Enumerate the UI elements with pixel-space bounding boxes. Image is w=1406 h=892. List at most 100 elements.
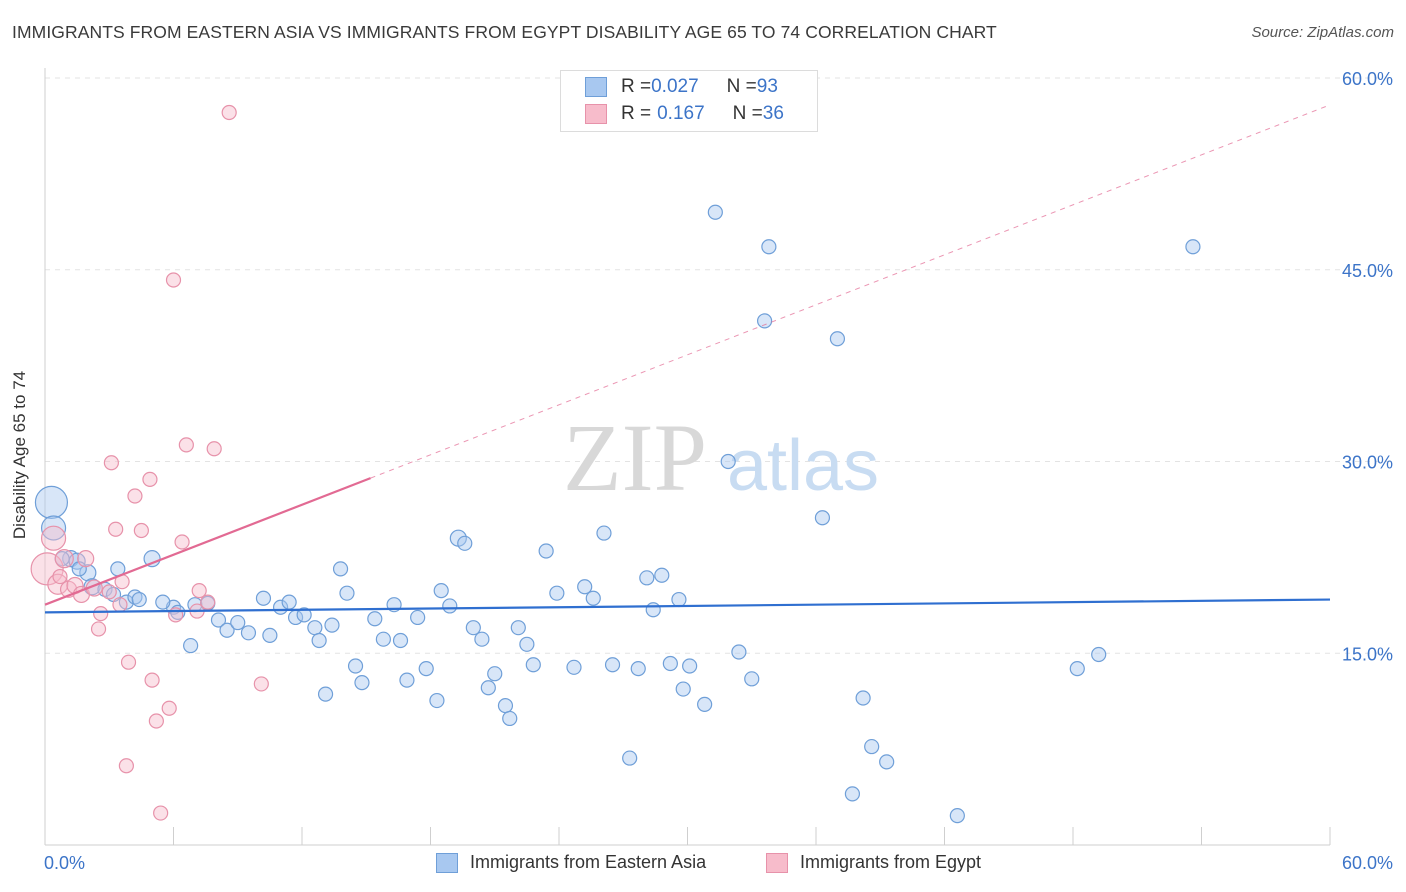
data-point (549, 585, 565, 601)
data-point (864, 738, 880, 755)
data-point (332, 561, 349, 577)
bottom-legend-label: Immigrants from Eastern Asia (470, 852, 707, 872)
data-point (671, 591, 687, 608)
data-point (144, 672, 160, 688)
legend-swatch-eastern-asia (585, 77, 607, 97)
legend-n-label: N = (726, 76, 757, 97)
y-tick-label: 60.0% (1342, 69, 1393, 89)
legend-row-egypt: R = 0.167 N = 36 (585, 102, 784, 126)
data-point (707, 204, 723, 220)
data-point (844, 786, 861, 802)
legend: R = 0.027 N = 93 R = 0.167 N = 36 (560, 70, 818, 132)
data-point (639, 570, 655, 586)
chart-title: IMMIGRANTS FROM EASTERN ASIA VS IMMIGRAN… (12, 22, 997, 42)
data-point (1091, 646, 1107, 663)
data-point (519, 636, 535, 652)
data-point (879, 754, 895, 770)
bottom-legend-swatch-egypt (766, 852, 788, 873)
legend-n-value: 36 (762, 103, 784, 124)
legend-row-eastern-asia: R = 0.027 N = 93 (585, 75, 778, 99)
data-point (731, 644, 747, 660)
data-point (622, 750, 638, 766)
data-point (474, 631, 490, 647)
data-point (1069, 660, 1085, 677)
data-point (40, 525, 67, 551)
data-point (307, 620, 323, 636)
legend-n-label: N = (732, 103, 763, 124)
data-point (155, 594, 171, 610)
data-point (577, 579, 593, 595)
data-point (510, 620, 526, 636)
bottom-legend: Immigrants from Eastern Asia Immigrants … (0, 852, 1406, 878)
series-layer (30, 104, 1201, 824)
data-point (697, 696, 713, 712)
y-tick-label: 30.0% (1342, 453, 1393, 473)
data-point (596, 525, 612, 541)
data-point (347, 658, 364, 674)
data-point (375, 631, 391, 647)
data-point (761, 239, 777, 255)
data-point (262, 627, 278, 643)
data-point (433, 583, 449, 599)
data-point (174, 534, 190, 550)
data-point (585, 590, 601, 606)
data-point (654, 567, 670, 583)
data-point (317, 686, 334, 702)
data-point (40, 515, 67, 541)
data-point (210, 612, 227, 628)
data-point (682, 658, 698, 674)
data-point (131, 591, 147, 608)
legend-r-value: 0.027 (651, 76, 699, 97)
data-point (148, 713, 164, 729)
data-point (170, 604, 186, 620)
data-point (77, 550, 95, 568)
data-point (71, 561, 87, 577)
legend-n-value: 93 (756, 76, 778, 97)
data-point (418, 660, 434, 677)
legend-r-label: R = (621, 103, 652, 124)
data-point (296, 607, 312, 623)
data-point (133, 522, 149, 539)
bottom-legend-eastern-asia[interactable]: Immigrants from Eastern Asia (436, 852, 706, 873)
tick-labels: 15.0% 30.0% 45.0% 60.0% 0.0% 60.0% (44, 69, 1393, 873)
data-point (339, 585, 355, 601)
data-point (675, 681, 691, 697)
data-point (566, 659, 582, 675)
data-point (34, 485, 69, 520)
data-point (281, 594, 297, 610)
y-tick-label: 15.0% (1342, 644, 1393, 664)
trend-line-eastern-asia (44, 598, 1331, 614)
x-tick-label: 60.0% (1342, 853, 1393, 873)
data-point (219, 622, 235, 638)
trend-layer (44, 104, 1331, 614)
data-point (538, 543, 554, 559)
watermark: ZIP atlas (563, 404, 879, 511)
data-point (200, 594, 216, 610)
bottom-legend-egypt[interactable]: Immigrants from Egypt (766, 852, 981, 873)
data-point (487, 666, 503, 682)
data-point (101, 584, 117, 600)
data-point (814, 510, 831, 526)
data-point (103, 455, 119, 471)
data-point (54, 549, 74, 569)
legend-swatch-egypt (585, 104, 607, 124)
data-point (120, 654, 137, 670)
data-point (191, 583, 207, 599)
bottom-legend-swatch-eastern-asia (436, 852, 458, 873)
bottom-legend-label: Immigrants from Egypt (800, 852, 982, 872)
x-tick-label: 0.0% (44, 853, 85, 873)
series-eastern-asia (34, 204, 1201, 824)
data-point (604, 657, 621, 673)
data-point (480, 680, 496, 696)
data-point (756, 313, 773, 329)
legend-r-label: R = (621, 76, 652, 97)
data-point (108, 521, 124, 537)
data-point (47, 573, 69, 595)
series-egypt (30, 104, 269, 821)
data-point (410, 609, 426, 626)
data-point (112, 597, 128, 613)
axes (44, 68, 1331, 846)
data-point (253, 676, 269, 692)
trend-line-egypt-extension (370, 104, 1331, 479)
